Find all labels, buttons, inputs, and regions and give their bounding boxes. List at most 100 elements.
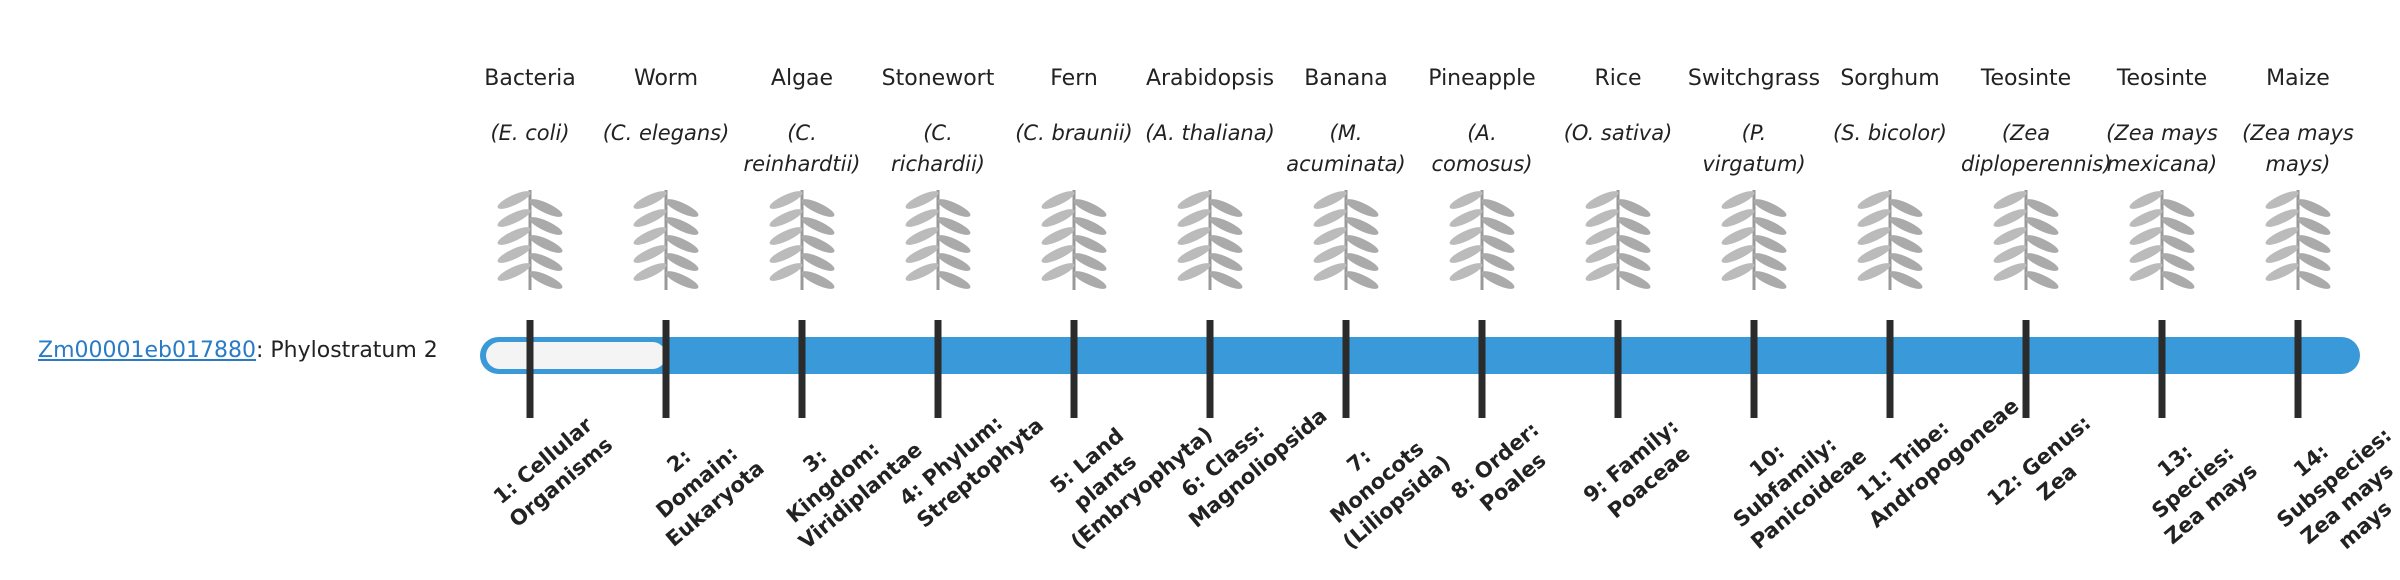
illustration-part [1857, 263, 1891, 281]
illustration-part [1345, 253, 1379, 271]
illustration-part [1481, 271, 1515, 289]
species-name: (A. thaliana) [1145, 121, 1275, 145]
organism-illustration [1041, 190, 1107, 290]
species-name: (C. elegans) [602, 121, 730, 145]
illustration-part [2161, 271, 2195, 289]
illustration-part [1209, 199, 1243, 217]
illustration-part [1481, 253, 1515, 271]
organism-illustration [633, 190, 699, 290]
illustration-part [2297, 235, 2331, 253]
organism-illustration [2265, 190, 2331, 290]
species-name: (Zea mays mays) [2242, 121, 2354, 176]
organism-name: Teosinte [1980, 66, 2072, 91]
illustration-part [769, 227, 803, 245]
illustration-part [2161, 199, 2195, 217]
illustration-part [665, 217, 699, 235]
illustration-part [2129, 209, 2163, 227]
illustration-part [497, 191, 531, 209]
illustration-part [801, 199, 835, 217]
illustration-part [905, 227, 939, 245]
species-name: (C. reinhardtii) [743, 121, 861, 176]
illustration-part [633, 209, 667, 227]
illustration-part [497, 227, 531, 245]
illustration-part [1313, 245, 1347, 263]
illustration-part [1617, 253, 1651, 271]
illustration-part [905, 209, 939, 227]
progress-reached [486, 342, 666, 369]
illustration-part [1753, 199, 1787, 217]
species-name: (C. braunii) [1015, 121, 1133, 145]
illustration-part [2025, 217, 2059, 235]
illustration-part [1585, 227, 1619, 245]
illustration-part [2129, 263, 2163, 281]
illustration-part [2161, 235, 2195, 253]
organism-name: Algae [770, 66, 834, 91]
illustration-part [905, 263, 939, 281]
illustration-part [497, 263, 531, 281]
organism-illustration [1721, 190, 1787, 290]
illustration-part [769, 191, 803, 209]
illustration-part [2265, 227, 2299, 245]
illustration-part [633, 245, 667, 263]
illustration-part [1209, 271, 1243, 289]
illustration-part [1345, 235, 1379, 253]
illustration-part [2265, 263, 2299, 281]
illustration-part [1313, 209, 1347, 227]
illustration-part [1721, 263, 1755, 281]
illustration-part [2129, 245, 2163, 263]
illustration-part [1313, 227, 1347, 245]
illustration-part [1721, 245, 1755, 263]
illustration-part [529, 217, 563, 235]
illustration-part [1041, 245, 1075, 263]
illustration-part [937, 217, 971, 235]
illustration-part [801, 235, 835, 253]
illustration-part [1073, 253, 1107, 271]
species-name: (M. acuminata) [1286, 121, 1406, 176]
illustration-part [1073, 217, 1107, 235]
organism-illustration [1857, 190, 1923, 290]
illustration-part [1209, 217, 1243, 235]
organism-name: Bacteria [484, 66, 576, 91]
illustration-part [1585, 209, 1619, 227]
species-name: (S. bicolor) [1833, 121, 1947, 145]
illustration-part [665, 253, 699, 271]
organism-illustration [1993, 190, 2059, 290]
illustration-part [769, 209, 803, 227]
illustration-part [1177, 263, 1211, 281]
illustration-part [1889, 271, 1923, 289]
illustration-part [1209, 235, 1243, 253]
illustration-part [1993, 191, 2027, 209]
illustration-part [1449, 245, 1483, 263]
illustration-part [1753, 271, 1787, 289]
illustration-part [937, 235, 971, 253]
illustration-part [937, 199, 971, 217]
illustration-part [801, 217, 835, 235]
illustration-part [1857, 245, 1891, 263]
illustration-part [1617, 217, 1651, 235]
illustration-part [2025, 253, 2059, 271]
illustration-part [1585, 245, 1619, 263]
organism-name: Banana [1304, 66, 1388, 91]
illustration-part [1889, 253, 1923, 271]
organism-name: Rice [1594, 66, 1642, 91]
illustration-part [1721, 209, 1755, 227]
organism-illustration [1177, 190, 1243, 290]
illustration-part [665, 271, 699, 289]
illustration-part [529, 235, 563, 253]
illustration-part [1041, 209, 1075, 227]
illustration-part [529, 253, 563, 271]
illustration-part [1345, 271, 1379, 289]
illustration-part [1209, 253, 1243, 271]
gene-link[interactable]: Zm00001eb017880 [38, 338, 256, 363]
illustration-part [1993, 263, 2027, 281]
illustration-part [1073, 271, 1107, 289]
species-name: (E. coli) [490, 121, 570, 145]
illustration-part [1073, 199, 1107, 217]
organism-name: Teosinte [2116, 66, 2208, 91]
organism-illustration [1313, 190, 1379, 290]
illustration-part [1073, 235, 1107, 253]
illustration-part [665, 235, 699, 253]
illustration-part [2129, 191, 2163, 209]
organism-illustration [1585, 190, 1651, 290]
